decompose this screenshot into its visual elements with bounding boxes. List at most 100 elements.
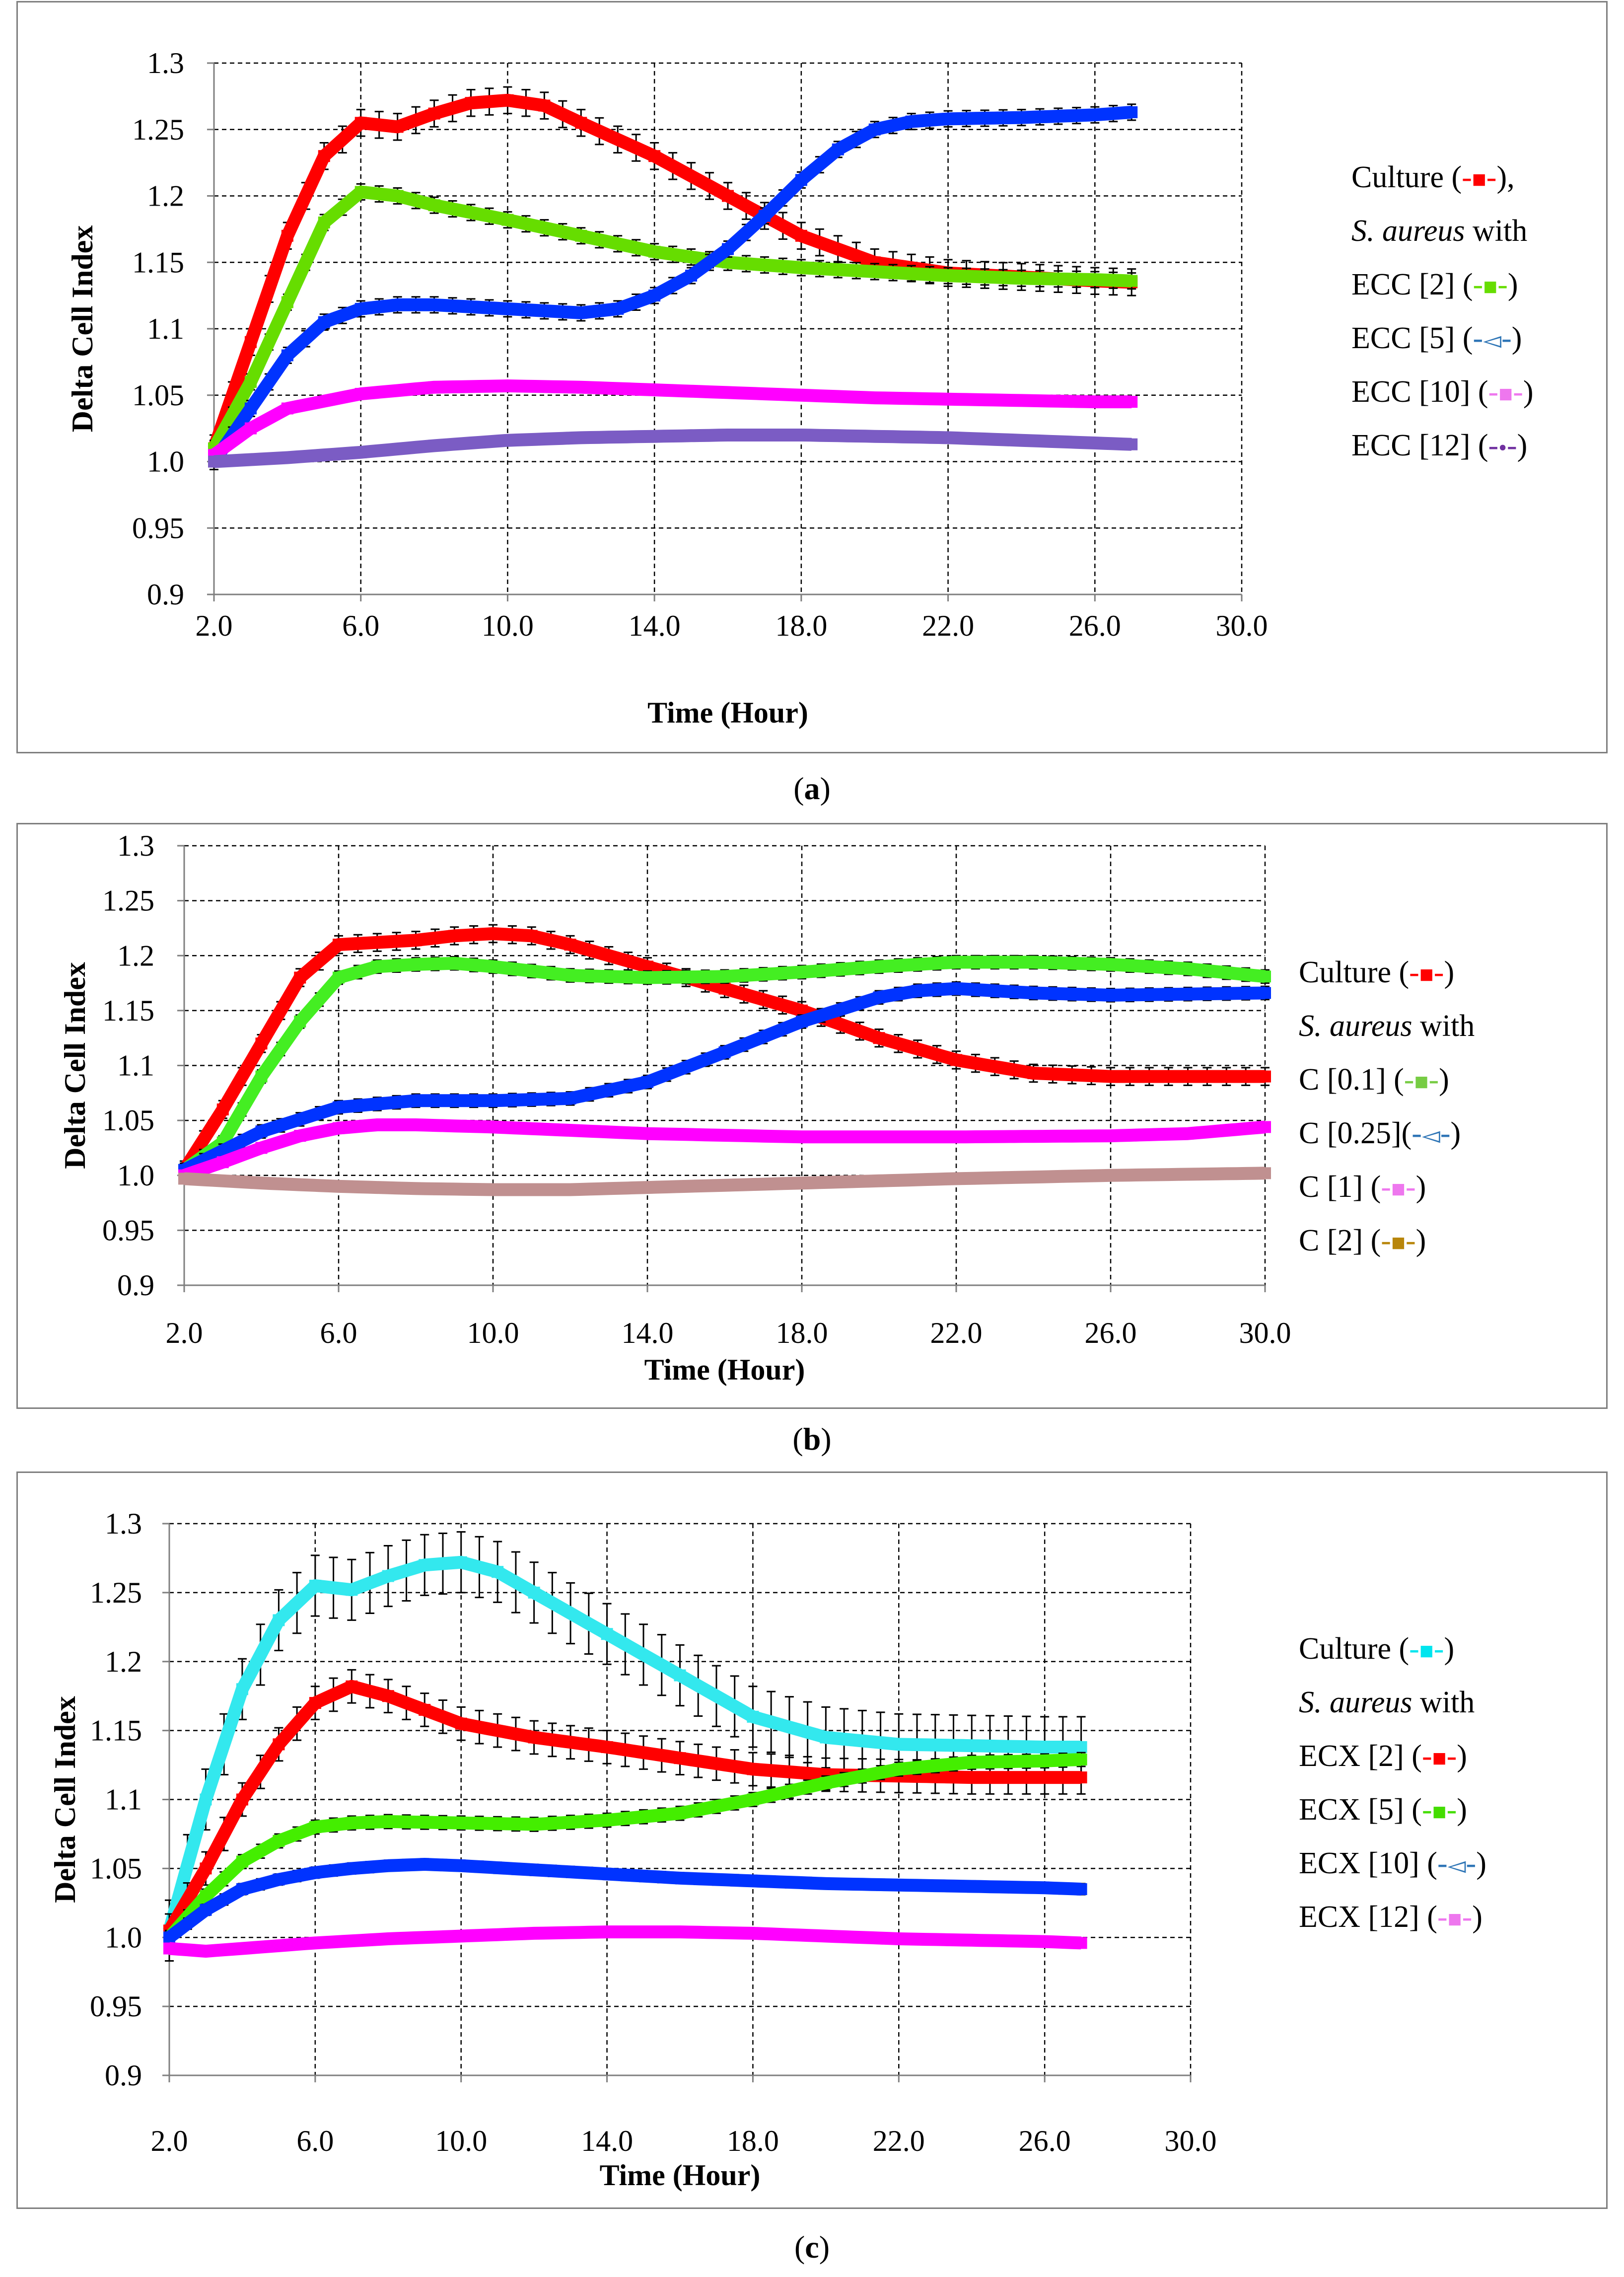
data-point — [273, 1738, 285, 1751]
y-tick-label: 1.15 — [90, 1714, 142, 1747]
data-point — [575, 381, 587, 393]
y-tick-label: 1.05 — [102, 1104, 154, 1137]
legend-dash: - — [1501, 321, 1512, 355]
legend-close: ) — [1511, 321, 1522, 355]
series-ecc-5- — [208, 103, 1138, 471]
legend-dash: - — [1466, 1846, 1477, 1880]
data-point — [1039, 1741, 1051, 1753]
y-tick-label: 1.15 — [102, 994, 154, 1027]
data-point — [371, 1118, 383, 1131]
legend-italic-text: S. aureus — [1351, 214, 1465, 248]
legend-label: ECX [5] ( — [1299, 1793, 1422, 1827]
legend-item: Culture (-■-), — [1351, 150, 1534, 204]
data-point — [747, 1793, 759, 1806]
y-axis-title: Delta Cell Index — [59, 962, 91, 1169]
data-point — [601, 1814, 613, 1827]
data-point — [455, 1556, 467, 1568]
data-point — [966, 1771, 978, 1784]
x-axis-title: Time (Hour) — [647, 696, 808, 729]
caption-b: (b) — [792, 1421, 832, 1457]
data-point — [796, 1016, 808, 1028]
data-point — [428, 381, 440, 393]
data-point — [575, 117, 587, 129]
legend-dash: - — [1428, 1063, 1439, 1097]
data-point — [873, 960, 885, 973]
legend-dash: - — [1488, 375, 1499, 409]
data-point — [1089, 109, 1101, 121]
legend-marker-icon: ■ — [1391, 1230, 1406, 1256]
data-point — [487, 1095, 499, 1107]
data-point — [674, 1752, 686, 1764]
y-tick-label: 1.0 — [147, 445, 184, 478]
legend-marker-icon: ■ — [1498, 381, 1513, 407]
data-point — [382, 1933, 394, 1945]
legend-close: ), — [1496, 160, 1515, 194]
legend-item: ECX [12] (-■-) — [1299, 1890, 1486, 1944]
data-point — [820, 1877, 832, 1890]
data-point — [309, 1937, 321, 1949]
x-tick-label: 26.0 — [1019, 2125, 1071, 2157]
data-point — [1126, 106, 1138, 118]
data-point — [255, 1177, 268, 1189]
legend-item: C [1] (-■-) — [1299, 1160, 1475, 1214]
legend-label: ECC [10] ( — [1351, 375, 1488, 409]
y-tick-label: 0.95 — [102, 1214, 154, 1247]
data-point — [244, 336, 257, 348]
data-point — [1126, 275, 1138, 287]
data-point — [354, 302, 367, 315]
data-point — [200, 1862, 212, 1875]
data-point — [950, 1054, 962, 1066]
legend-close: ) — [1517, 429, 1528, 462]
data-point — [648, 290, 661, 302]
legend-item: S. aureus with — [1351, 204, 1534, 258]
data-point — [236, 1683, 248, 1695]
data-point — [501, 434, 514, 446]
data-point — [236, 1942, 248, 1955]
data-point — [318, 316, 330, 328]
data-point — [873, 991, 885, 1004]
legend-label: ECC [12] ( — [1351, 429, 1488, 462]
legend-dash: - — [1421, 1793, 1432, 1827]
legend-marker-icon: ■ — [1483, 274, 1498, 300]
data-point — [1027, 956, 1040, 968]
data-point — [492, 1566, 504, 1578]
legend-dash: - — [1440, 1116, 1451, 1150]
data-point — [419, 1559, 431, 1571]
data-point — [216, 1156, 229, 1169]
legend-item: C [2] (-■-) — [1299, 1214, 1475, 1267]
chart-panel-b: 0.9 0.95 1.0 1.05 1.1 1.15 1.2 1.25 1.3 2.0 6.0 10.… — [16, 823, 1608, 1409]
data-point — [1126, 396, 1138, 408]
legend-close: ) — [1415, 1224, 1426, 1257]
data-point — [455, 1930, 467, 1942]
data-point — [382, 1815, 394, 1828]
data-point — [905, 115, 918, 128]
x-tick-label: 6.0 — [342, 609, 379, 642]
series-line — [182, 1118, 1266, 1182]
data-point — [391, 121, 404, 133]
legend-close: ) — [1444, 955, 1455, 989]
data-point — [722, 386, 734, 399]
data-point — [564, 939, 576, 951]
legend-label: ECX [2] ( — [1299, 1739, 1422, 1773]
data-point — [281, 402, 293, 415]
y-tick-label: 1.0 — [105, 1921, 142, 1954]
legend-close: ) — [1457, 1793, 1467, 1827]
data-point — [747, 1927, 759, 1939]
x-tick-label: 22.0 — [930, 1317, 983, 1349]
data-point — [601, 1868, 613, 1880]
legend-marker-icon: ■ — [1419, 1638, 1434, 1664]
chart-panel-c: 0.9 0.95 1.0 1.05 1.1 1.15 1.2 1.25 1.3 2.0 6.0 10.… — [16, 1471, 1608, 2209]
x-tick-label: 6.0 — [296, 2125, 334, 2157]
data-point — [718, 970, 731, 983]
data-point — [575, 306, 587, 319]
legend-label: ECX [12] ( — [1299, 1900, 1437, 1934]
data-point — [575, 229, 587, 242]
data-point — [333, 1101, 345, 1113]
legend-marker-icon: ◅ — [1483, 327, 1502, 354]
legend-dash: - — [1462, 1900, 1473, 1934]
legend-dash: - — [1446, 1793, 1457, 1827]
data-point — [538, 99, 551, 112]
data-point — [648, 245, 661, 258]
data-point — [428, 440, 440, 452]
legend-text: with — [1412, 1009, 1475, 1043]
